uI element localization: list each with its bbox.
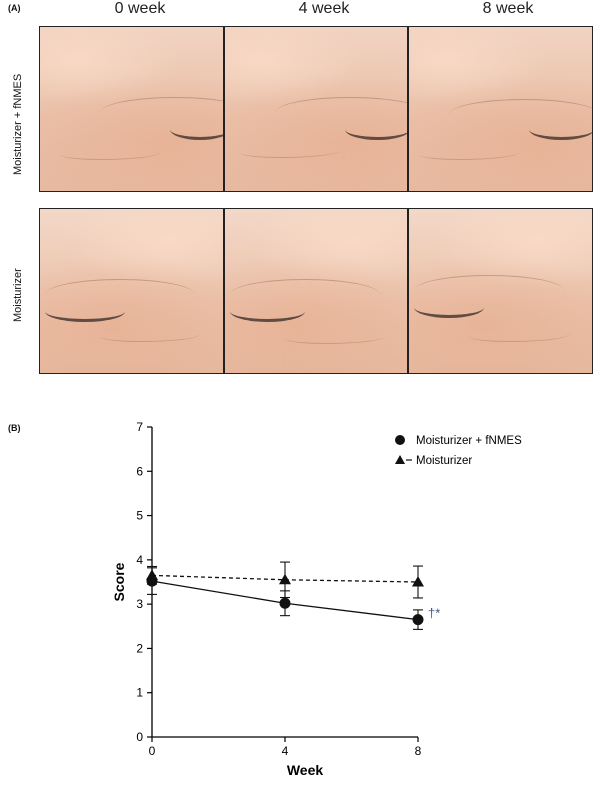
row-label-moisturizer-fnmes: Moisturizer + fNMES [12,73,24,175]
data-point-circle [279,597,291,609]
panel-b-label: (B) [8,423,21,433]
photo-fnmes-week-4 [224,27,408,191]
photo-moisturizer-week-0 [40,209,223,373]
score-line-chart: 0 1 2 3 4 5 6 7 0 4 8 Week Score †* Moisturizer + fN… [111,420,522,778]
y-tick-label: 3 [136,597,143,611]
column-header-0-week: 0 week [114,0,166,17]
x-tick-label: 4 [282,744,289,758]
photo-fnmes-week-0 [40,27,223,191]
y-axis-label: Score [111,562,127,601]
y-tick-label: 1 [136,686,143,700]
photo-moisturizer-week-8 [409,209,593,373]
legend-marker-circle [395,435,405,445]
chart-legend: Moisturizer + fNMES Moisturizer [395,435,522,467]
chart-axes: 0 1 2 3 4 5 6 7 0 4 8 Week Score [111,420,422,778]
photo-grid-row-1 [39,26,593,192]
panel-a-label: (A) [8,3,21,13]
x-tick-label: 8 [415,744,422,758]
x-axis-label: Week [287,762,324,778]
column-header-4-week: 4 week [298,0,350,17]
y-tick-label: 0 [136,730,143,744]
column-header-8-week: 8 week [482,0,534,17]
row-label-moisturizer: Moisturizer [12,268,24,322]
legend-entry-label: Moisturizer + fNMES [416,435,522,447]
y-tick-label: 2 [136,641,143,655]
data-point-triangle [279,573,291,585]
photo-fnmes-week-8 [409,27,593,191]
photo-grid-row-2 [39,208,593,374]
y-tick-label: 7 [136,420,143,434]
data-point-triangle [412,576,424,587]
significance-marker: †* [428,606,440,621]
data-point-circle [412,614,424,626]
photo-moisturizer-week-4 [224,209,408,373]
x-tick-label: 0 [149,744,156,758]
legend-entry-label: Moisturizer [416,455,472,467]
data-point-triangle [146,569,158,580]
y-tick-label: 4 [136,553,143,567]
chart-series: †* [146,561,440,630]
y-tick-label: 6 [136,464,143,478]
legend-marker-triangle [395,455,405,464]
y-tick-label: 5 [136,509,143,523]
